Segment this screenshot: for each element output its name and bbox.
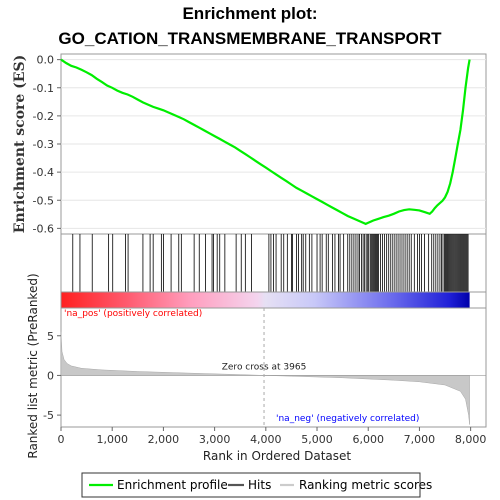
legend-label-hits: Hits <box>248 478 271 492</box>
es-y-tick-label: -0.1 <box>33 82 54 95</box>
legend: Enrichment profile Hits Ranking metric s… <box>81 472 432 498</box>
zero-cross-label: Zero cross at 3965 <box>222 362 307 372</box>
es-y-axis-label: Enrichment score (ES) <box>12 55 28 233</box>
legend-box <box>81 472 421 498</box>
x-tick-label: 7,000 <box>404 433 436 446</box>
x-axis-label: Rank in Ordered Dataset <box>203 449 351 463</box>
x-tick-label: 2,000 <box>148 433 180 446</box>
es-y-ticks: 0.0 -0.1 -0.2 -0.3 -0.4 -0.5 -0.6 <box>33 54 61 235</box>
positive-correlation-label: 'na_pos' (positively correlated) <box>64 309 202 319</box>
metric-y-tick-label: 5 <box>47 330 54 343</box>
x-tick-label: 3,000 <box>199 433 231 446</box>
hit-marks <box>72 234 469 292</box>
legend-label-enrichment-profile: Enrichment profile <box>117 478 228 492</box>
es-y-tick-label: -0.5 <box>33 194 54 207</box>
x-tick-label: 5,000 <box>301 433 333 446</box>
es-panel: 0.0 -0.1 -0.2 -0.3 -0.4 -0.5 -0.6 Enrichment s… <box>12 53 487 235</box>
metric-y-ticks: 5 0 -5 <box>43 330 61 422</box>
x-axis-ticks: 0 1,000 2,000 3,000 4,000 5,000 6,000 7,000 8,00… <box>58 427 487 446</box>
rank-gradient <box>61 292 470 308</box>
rank-color-bar <box>60 291 487 309</box>
metric-panel-frame <box>60 307 487 428</box>
es-y-tick-label: 0.0 <box>37 54 55 67</box>
x-tick-label: 4,000 <box>250 433 282 446</box>
x-tick-label: 1,000 <box>96 433 128 446</box>
metric-y-tick-label: -5 <box>43 409 54 422</box>
metric-panel: 5 0 -5 Zero cross at 3965 'na_pos' (positi… <box>26 273 487 459</box>
x-tick-label: 6,000 <box>352 433 384 446</box>
es-y-tick-label: -0.6 <box>33 222 54 235</box>
legend-label-ranking-metric-scores: Ranking metric scores <box>299 478 432 492</box>
es-y-tick-label: -0.3 <box>33 138 54 151</box>
chart-title-line2: GO_CATION_TRANSMEMBRANE_TRANSPORT <box>58 29 442 48</box>
es-y-tick-label: -0.4 <box>33 166 54 179</box>
x-tick-label: 8,000 <box>455 433 487 446</box>
negative-correlation-label: 'na_neg' (negatively correlated) <box>276 414 419 424</box>
metric-y-axis-label: Ranked list metric (PreRanked) <box>26 273 40 458</box>
chart-title-line1: Enrichment plot: <box>182 4 317 23</box>
es-y-tick-label: -0.2 <box>33 110 54 123</box>
enrichment-profile-line <box>60 58 471 226</box>
hits-panel <box>60 233 487 293</box>
x-tick-label: 0 <box>58 433 65 446</box>
metric-y-tick-label: 0 <box>47 369 54 382</box>
